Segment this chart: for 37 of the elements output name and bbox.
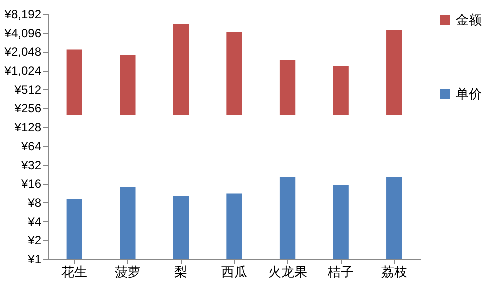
- x-tick-label: 西瓜: [222, 264, 248, 280]
- bar: [280, 178, 296, 259]
- bar: [66, 50, 82, 115]
- x-tick-label: 火龙果: [268, 264, 308, 280]
- x-tick-label: 菠萝: [114, 264, 141, 280]
- bar: [333, 185, 349, 259]
- y-tick-label: ¥8,192: [4, 8, 42, 22]
- bar: [386, 30, 402, 115]
- bar: [226, 194, 242, 259]
- y-tick-label: ¥2: [27, 234, 42, 248]
- x-tick-label: 梨: [174, 264, 188, 280]
- bar: [280, 60, 296, 115]
- x-tick-label: 花生: [62, 264, 88, 280]
- y-tick-label: ¥4,096: [4, 26, 42, 40]
- bar: [333, 66, 349, 115]
- legend-label: 金额: [456, 12, 482, 28]
- y-tick-label: ¥1,024: [4, 64, 42, 78]
- bar: [120, 187, 136, 259]
- bar: [173, 196, 190, 259]
- bar: [173, 24, 190, 115]
- y-tick-label: ¥32: [20, 158, 42, 172]
- bar: [66, 199, 82, 259]
- y-tick-label: ¥512: [14, 82, 42, 97]
- y-tick-label: ¥4: [27, 214, 42, 229]
- bar: [386, 178, 402, 259]
- bar: [226, 32, 242, 115]
- y-tick-label: ¥1: [27, 252, 42, 266]
- y-tick-label: ¥128: [14, 120, 42, 135]
- y-tick-label: ¥256: [14, 102, 42, 116]
- legend-label: 单价: [456, 86, 482, 102]
- x-tick-label: 桔子: [327, 264, 354, 280]
- y-tick-label: ¥64: [20, 139, 42, 154]
- bar: [120, 55, 136, 115]
- y-tick-label: ¥2,048: [4, 45, 42, 60]
- y-tick-label: ¥8: [27, 196, 42, 210]
- x-tick-label: 荔枝: [381, 264, 408, 280]
- y-tick-label: ¥16: [20, 177, 42, 192]
